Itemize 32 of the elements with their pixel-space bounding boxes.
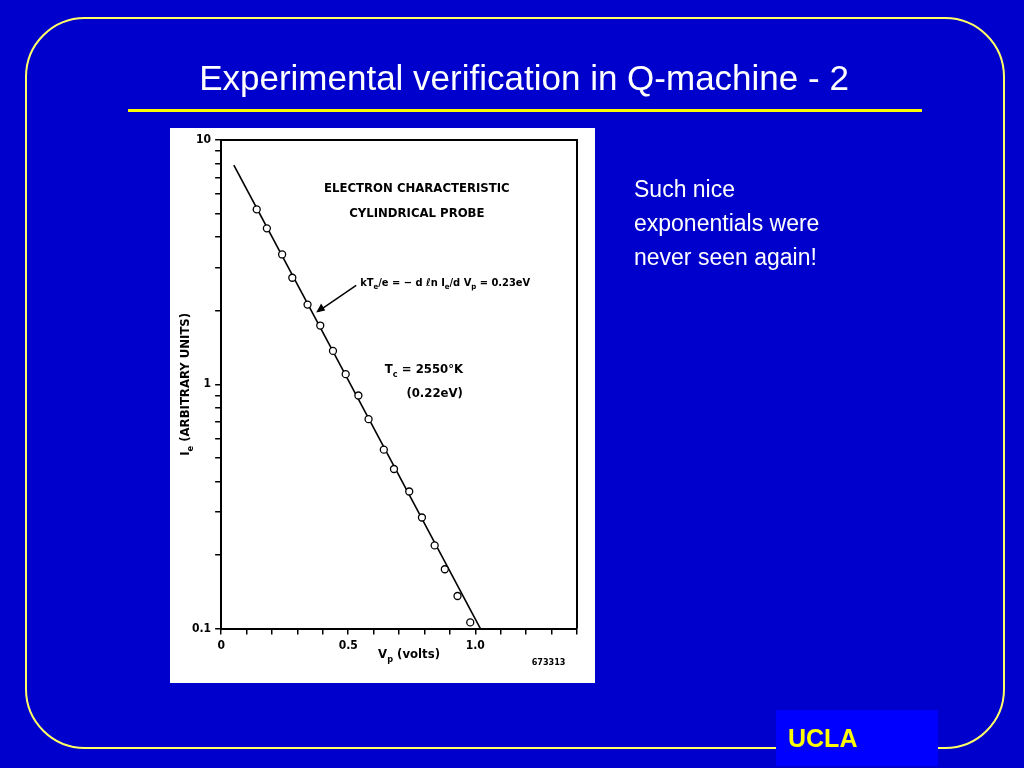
- point: [252, 205, 261, 214]
- point: [262, 224, 272, 233]
- point: [316, 321, 325, 330]
- point: [453, 591, 462, 601]
- point: [364, 415, 373, 424]
- point: [328, 346, 338, 356]
- y-axis-title: Ie (ARBITRARY UNITS): [177, 312, 195, 456]
- annotation: ELECTRON CHARACTERISTIC: [324, 180, 510, 196]
- text: Such nice exponentials were never seen again!: [634, 175, 821, 272]
- point: [341, 370, 350, 379]
- chart-title: Experimental verification in Q-machine - 2: [198, 58, 850, 98]
- annotation: (0.22eV): [406, 385, 463, 401]
- y-tick-label: 0.1: [192, 620, 212, 635]
- text: UCLA: [776, 710, 938, 766]
- y-tick-label: 1: [203, 376, 212, 391]
- x-tick-label: 1.0: [465, 637, 485, 652]
- point: [277, 250, 287, 259]
- point: [288, 273, 297, 282]
- x-tick-label: 0: [217, 637, 225, 652]
- point: [389, 464, 399, 474]
- point: [466, 618, 475, 627]
- point: [440, 565, 449, 574]
- y-tick-label: 10: [196, 132, 212, 147]
- point: [417, 513, 427, 522]
- point: [430, 541, 439, 550]
- x-tick-label: 0.5: [338, 637, 358, 652]
- annotation: CYLINDRICAL PROBE: [349, 204, 485, 220]
- point: [405, 487, 414, 496]
- point: [354, 391, 363, 400]
- point: [303, 300, 312, 309]
- text: 673313: [531, 657, 566, 668]
- point: [379, 445, 388, 454]
